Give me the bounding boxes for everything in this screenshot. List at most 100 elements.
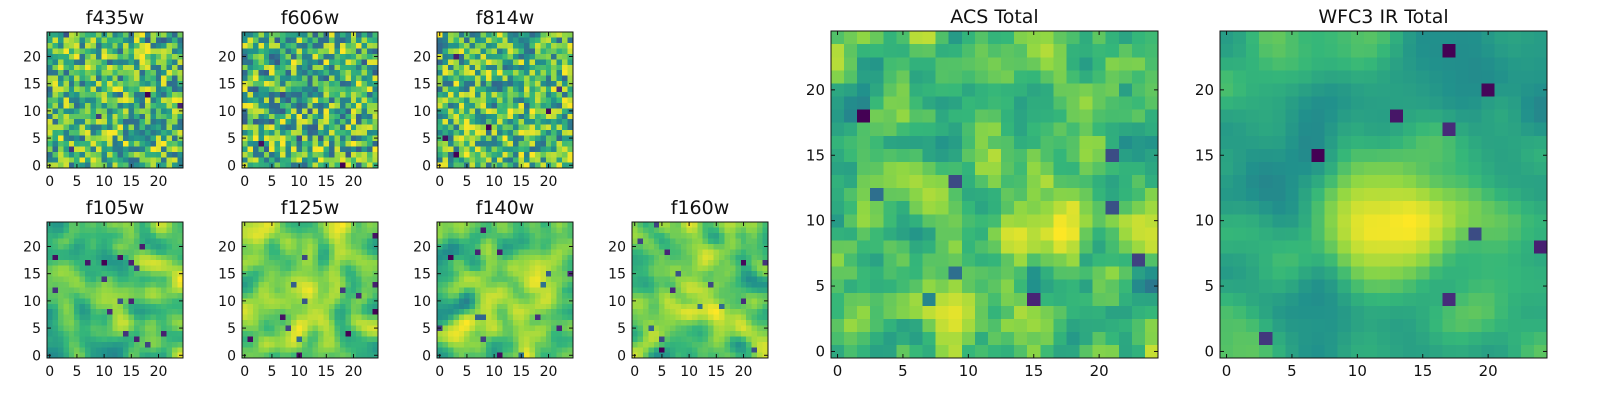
heatmap-cell (90, 270, 97, 277)
heatmap-cell (52, 124, 59, 131)
heatmap-cell (475, 352, 481, 359)
heatmap-cell (653, 330, 660, 337)
heatmap-cell (987, 161, 1002, 176)
heatmap-cell (90, 80, 97, 87)
heatmap-cell (52, 260, 59, 266)
heatmap-cell (1066, 174, 1080, 189)
heatmap-cell (735, 254, 741, 261)
heatmap-cell (323, 157, 330, 163)
heatmap-cell (475, 303, 481, 310)
heatmap-cell (247, 303, 254, 310)
heatmap-cell (534, 42, 541, 49)
heatmap-cell (57, 330, 64, 337)
heatmap-cell (47, 303, 53, 310)
heatmap-cell (252, 276, 259, 282)
heatmap-cell (74, 303, 80, 310)
heatmap-cell (74, 113, 80, 120)
heatmap-cell (90, 53, 97, 60)
heatmap-cell (545, 37, 552, 44)
heatmap-cell (367, 336, 373, 342)
heatmap-cell (475, 314, 481, 321)
heatmap-cell (757, 303, 763, 310)
heatmap-cell (1118, 253, 1132, 267)
heatmap-cell (312, 314, 319, 321)
heatmap-cell (139, 151, 146, 158)
heatmap-cell (513, 330, 519, 337)
heatmap-cell (513, 129, 519, 136)
heatmap-cell (318, 86, 324, 92)
heatmap-cell (502, 75, 508, 82)
heatmap-cell (334, 336, 341, 342)
heatmap-cell (545, 238, 552, 244)
heatmap-cell (47, 151, 53, 158)
heatmap-cell (702, 325, 709, 331)
heatmap-cell (68, 243, 75, 250)
heatmap-cell (475, 124, 481, 131)
heatmap-cell (540, 341, 546, 348)
heatmap-cell (524, 86, 530, 92)
heatmap-cell (529, 243, 536, 250)
heatmap-cell (502, 330, 508, 337)
heatmap-cell (502, 124, 508, 131)
heatmap-cell (247, 292, 254, 299)
heatmap-cell (139, 124, 146, 131)
heatmap-cell (361, 162, 368, 169)
heatmap-cell (513, 222, 519, 228)
heatmap-cell (329, 157, 335, 163)
heatmap-cell (74, 254, 80, 261)
heatmap-cell (280, 59, 286, 65)
heatmap-cell (469, 151, 476, 158)
heatmap-cell (161, 352, 167, 359)
heatmap-cell (296, 341, 302, 348)
heatmap-cell (128, 146, 135, 152)
heatmap-cell (974, 344, 989, 359)
heatmap-cell (458, 227, 465, 234)
heatmap-cell (318, 102, 324, 109)
heatmap-cell (123, 146, 129, 152)
heatmap-cell (90, 124, 97, 131)
heatmap-cell (540, 314, 546, 321)
heatmap-cell (540, 146, 546, 152)
heatmap-cell (751, 276, 758, 282)
heatmap-cell (361, 336, 368, 342)
heatmap-cell (144, 75, 151, 82)
heatmap-cell (134, 119, 140, 125)
heatmap-cell (301, 227, 308, 234)
heatmap-cell (713, 347, 720, 353)
heatmap-cell (290, 249, 297, 255)
heatmap-cell (757, 270, 763, 277)
heatmap-cell (513, 249, 519, 255)
heatmap-cell (280, 162, 286, 169)
heatmap-cell (691, 292, 698, 299)
heatmap-cell (719, 281, 725, 288)
heatmap-cell (367, 292, 373, 299)
heatmap-cell (90, 309, 97, 315)
heatmap-cell (172, 276, 178, 282)
heatmap-cell (987, 214, 1002, 228)
heatmap-cell (442, 352, 449, 359)
heatmap-cell (134, 298, 140, 304)
heatmap-cell (290, 341, 297, 348)
heatmap-cell (161, 260, 167, 266)
heatmap-cell (1001, 227, 1015, 241)
heatmap-cell (345, 232, 351, 239)
heatmap-cell (502, 352, 508, 359)
heatmap-cell (1131, 227, 1146, 241)
heatmap-cell (339, 86, 346, 92)
heatmap-cell (518, 325, 525, 331)
heatmap-cell (307, 314, 313, 321)
heatmap-cell (746, 298, 752, 304)
heatmap-cell (139, 249, 146, 255)
heatmap-cell (702, 347, 709, 353)
heatmap-cell (290, 303, 297, 310)
heatmap-cell (757, 319, 763, 326)
heatmap-cell (513, 162, 519, 169)
heatmap-cell (356, 70, 362, 76)
heatmap-cell (507, 113, 514, 120)
heatmap-cell (334, 347, 341, 353)
heatmap-cell (155, 42, 162, 49)
heatmap-cell (686, 303, 692, 310)
heatmap-cell (502, 325, 508, 331)
heatmap-cell (155, 276, 162, 282)
